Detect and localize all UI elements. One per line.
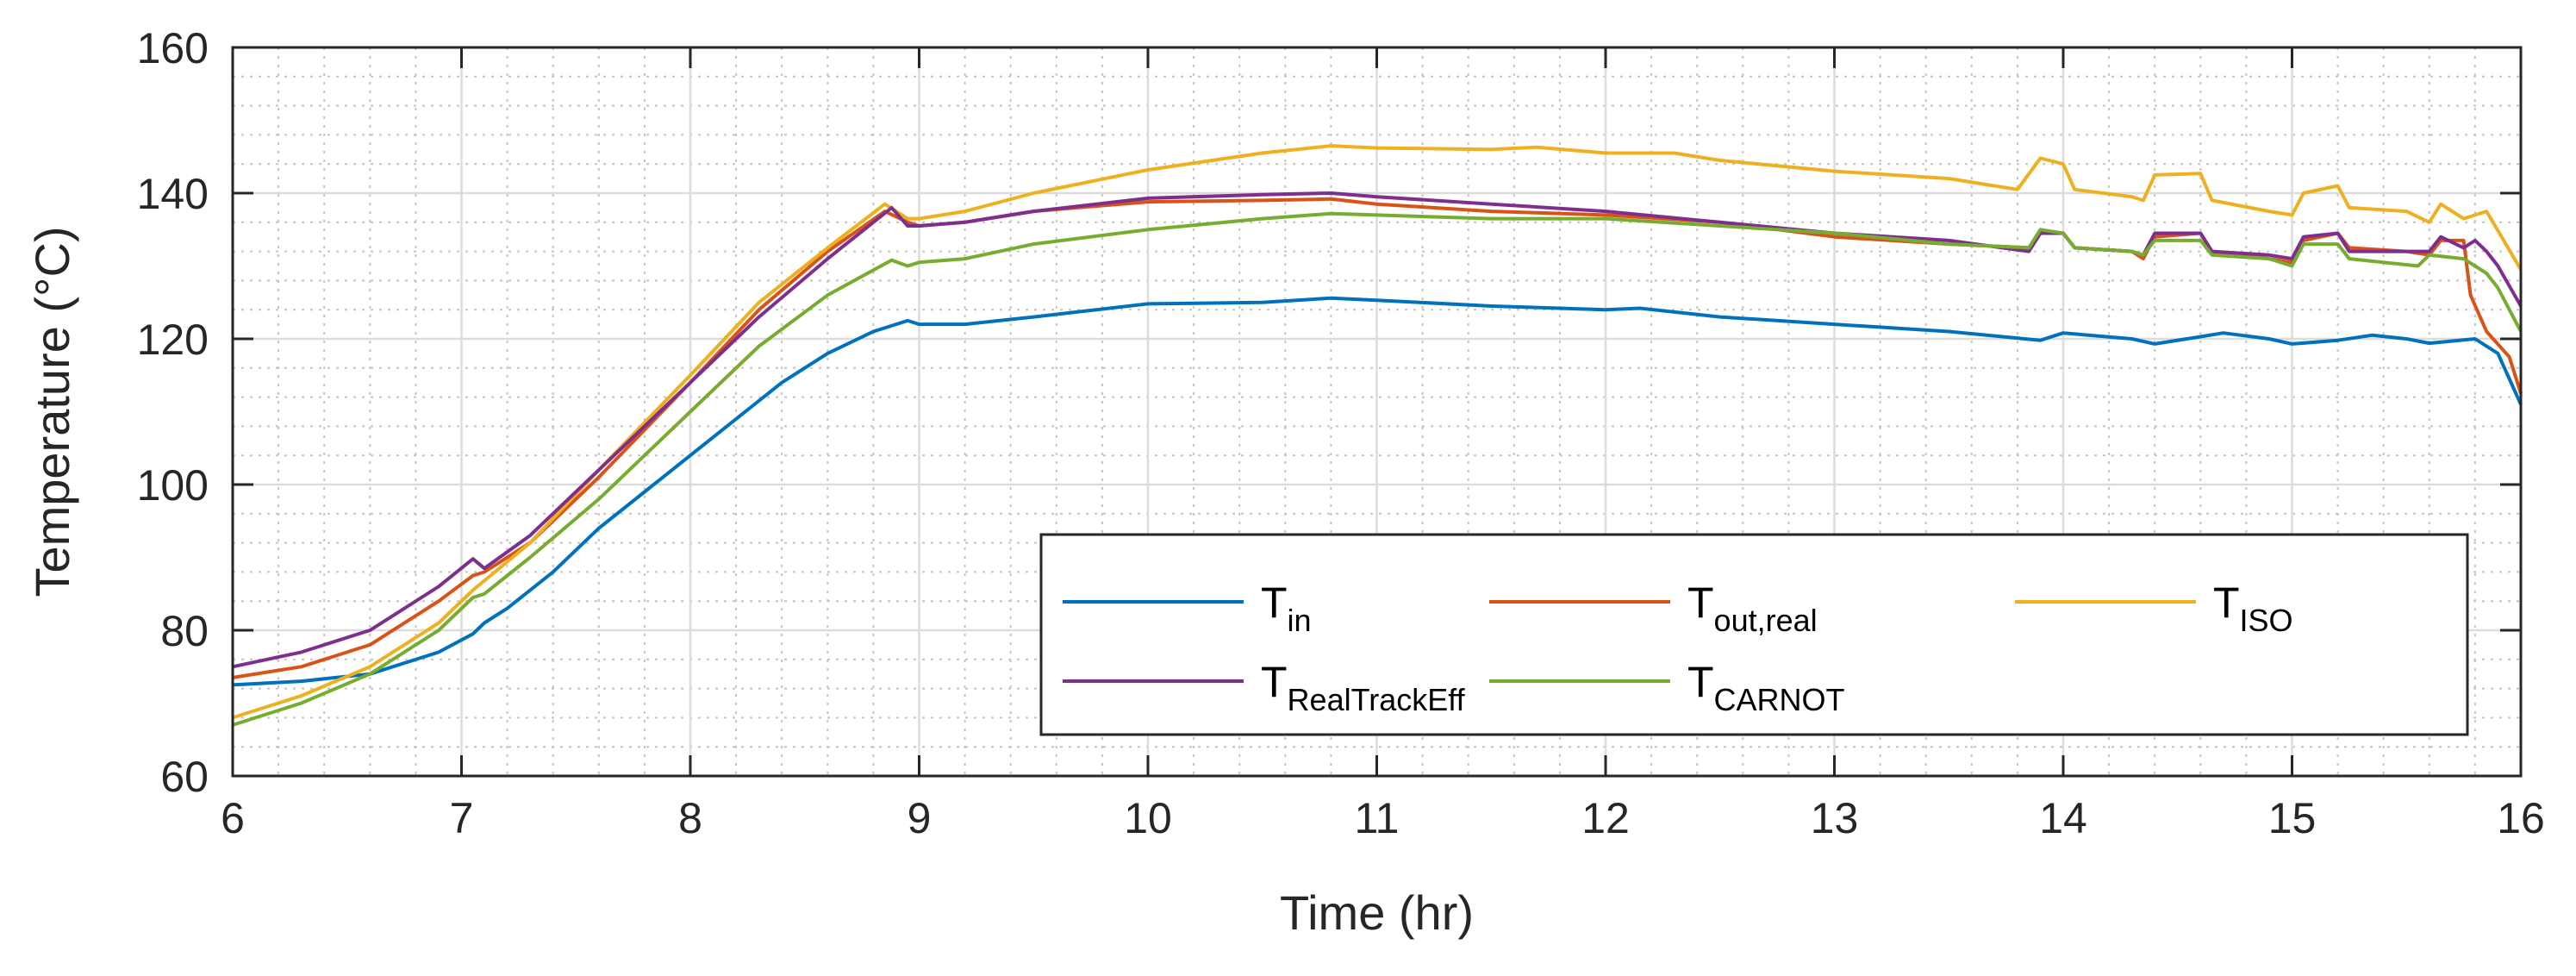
axis-ticks: 6 7 8 9 10 11 12 13 14 15 16 60 80 100 120 140 160 <box>137 24 2545 842</box>
y-tick-label: 120 <box>137 316 209 364</box>
y-axis-title: Temperature (°C) <box>25 226 79 597</box>
x-tick-label: 13 <box>1811 794 1859 842</box>
y-tick-label: 60 <box>160 753 209 801</box>
legend-label: Tin <box>1261 579 1312 638</box>
legend-label: Tout,real <box>1687 579 1818 638</box>
legend-label: TRealTrackEff <box>1261 658 1466 717</box>
x-tick-label: 6 <box>221 794 245 842</box>
series-line-realtrackeff <box>232 191 2523 669</box>
x-tick-label: 12 <box>1581 794 1630 842</box>
legend: Tin Tout,real TISO TRealTrackEff TCARNOT <box>1039 533 2469 736</box>
x-tick-label: 10 <box>1124 794 1172 842</box>
x-axis-title: Time (hr) <box>1280 885 1474 940</box>
y-tick-label: 160 <box>137 24 209 72</box>
x-tick-label: 9 <box>908 794 932 842</box>
series-lines <box>232 144 2523 727</box>
legend-label: TCARNOT <box>1687 658 1845 717</box>
x-tick-label: 8 <box>678 794 702 842</box>
x-tick-label: 14 <box>2039 794 2087 842</box>
x-tick-label: 16 <box>2497 794 2545 842</box>
y-tick-label: 100 <box>137 461 209 510</box>
legend-label: TISO <box>2213 579 2293 638</box>
legend-box <box>1039 533 2469 736</box>
series-line-in <box>232 296 2523 687</box>
x-tick-label: 15 <box>2268 794 2317 842</box>
x-tick-label: 11 <box>1355 794 1400 842</box>
series-line-carnot <box>232 211 2523 727</box>
x-tick-label: 7 <box>450 794 474 842</box>
y-tick-label: 80 <box>160 607 209 655</box>
series-line-iso <box>232 144 2523 720</box>
y-tick-label: 140 <box>137 170 209 218</box>
